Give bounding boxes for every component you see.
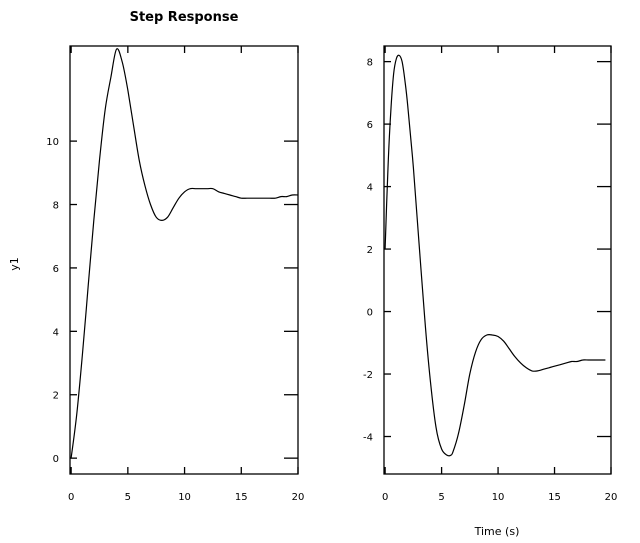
x-axis-label: Time (s) [474, 525, 520, 538]
y-tick-label: 0 [53, 454, 59, 465]
x-tick-label: 5 [438, 492, 444, 503]
y-tick-label: -2 [363, 370, 373, 381]
x-tick-label: 10 [492, 492, 505, 503]
right-response-curve [384, 54, 606, 457]
left-plot-frame [69, 45, 299, 475]
y-tick-label: 4 [367, 183, 373, 194]
x-tick-label: 20 [292, 492, 305, 503]
y-tick-label: 6 [53, 264, 59, 275]
y-tick-label: 2 [53, 391, 59, 402]
x-tick-label: 15 [548, 492, 561, 503]
x-tick-label: 0 [382, 492, 388, 503]
right-plot-panel: 0 5 10 15 20 -4 -2 0 2 4 6 8 Time (s) [363, 45, 617, 538]
y-tick-label: 10 [46, 137, 59, 148]
x-tick-label: 5 [125, 492, 131, 503]
left-response-curve [70, 48, 299, 459]
right-plot-frame [383, 45, 612, 475]
y-axis-label: y1 [8, 257, 21, 271]
x-tick-label: 0 [68, 492, 74, 503]
y-tick-label: 8 [367, 58, 373, 69]
left-plot-panel: Step Response y1 0 5 10 15 20 0 2 4 6 8 10 [8, 10, 304, 503]
y-tick-label: 8 [53, 201, 59, 212]
y-tick-label: -4 [363, 433, 373, 444]
y-tick-label: 6 [367, 120, 373, 131]
y-tick-label: 4 [53, 327, 59, 338]
left-plot-ticks: 0 5 10 15 20 0 2 4 6 8 10 [46, 46, 304, 503]
chart-title: Step Response [130, 10, 239, 25]
y-tick-label: 2 [367, 245, 373, 256]
x-tick-label: 20 [605, 492, 618, 503]
x-tick-label: 15 [235, 492, 248, 503]
x-tick-label: 10 [178, 492, 191, 503]
y-tick-label: 0 [367, 308, 373, 319]
right-plot-ticks: 0 5 10 15 20 -4 -2 0 2 4 6 8 [363, 46, 617, 503]
